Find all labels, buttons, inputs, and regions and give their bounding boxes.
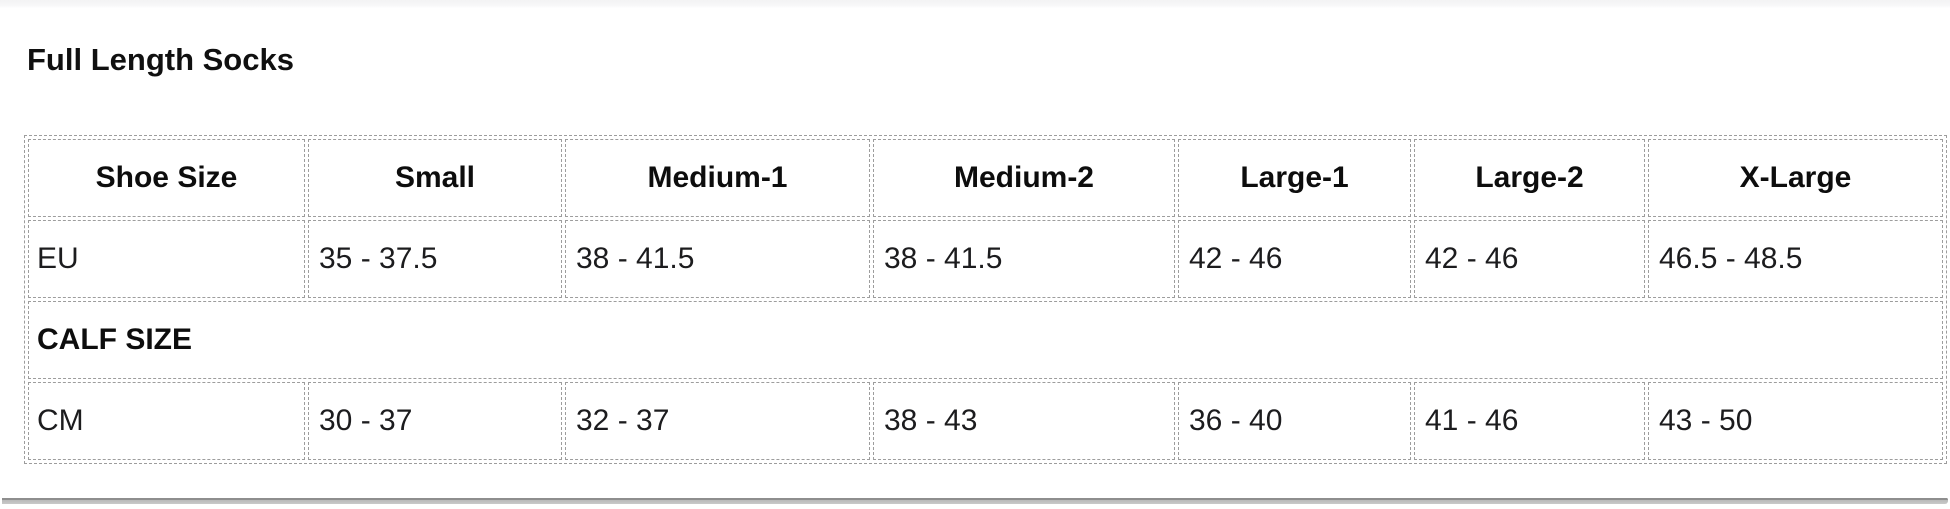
section-label-calf-size: CALF SIZE <box>28 301 1943 379</box>
column-header-small: Small <box>308 139 562 217</box>
column-header-large-1: Large-1 <box>1178 139 1411 217</box>
size-chart-table: Shoe Size Small Medium-1 Medium-2 Large-… <box>24 135 1947 464</box>
column-header-x-large: X-Large <box>1648 139 1943 217</box>
size-value: 46.5 - 48.5 <box>1648 220 1943 298</box>
size-value: 38 - 43 <box>873 382 1175 460</box>
size-value: 42 - 46 <box>1178 220 1411 298</box>
top-strip <box>0 0 1950 8</box>
size-value: 30 - 37 <box>308 382 562 460</box>
table-row-calf-size: CALF SIZE <box>28 301 1943 379</box>
header-row: Shoe Size Small Medium-1 Medium-2 Large-… <box>28 139 1943 217</box>
size-value: 43 - 50 <box>1648 382 1943 460</box>
size-value: 35 - 37.5 <box>308 220 562 298</box>
page-title: Full Length Socks <box>27 42 294 77</box>
size-value: 38 - 41.5 <box>873 220 1175 298</box>
table-row-cm: CM 30 - 37 32 - 37 38 - 43 36 - 40 41 - … <box>28 382 1943 460</box>
size-value: 41 - 46 <box>1414 382 1645 460</box>
size-value: 32 - 37 <box>565 382 870 460</box>
table-row-eu: EU 35 - 37.5 38 - 41.5 38 - 41.5 42 - 46… <box>28 220 1943 298</box>
size-value: 42 - 46 <box>1414 220 1645 298</box>
row-label-cm: CM <box>28 382 305 460</box>
size-value: 36 - 40 <box>1178 382 1411 460</box>
column-header-large-2: Large-2 <box>1414 139 1645 217</box>
row-label-eu: EU <box>28 220 305 298</box>
horizontal-scrollbar[interactable] <box>2 497 1948 504</box>
column-header-shoe-size: Shoe Size <box>28 139 305 217</box>
column-header-medium-1: Medium-1 <box>565 139 870 217</box>
size-value: 38 - 41.5 <box>565 220 870 298</box>
column-header-medium-2: Medium-2 <box>873 139 1175 217</box>
